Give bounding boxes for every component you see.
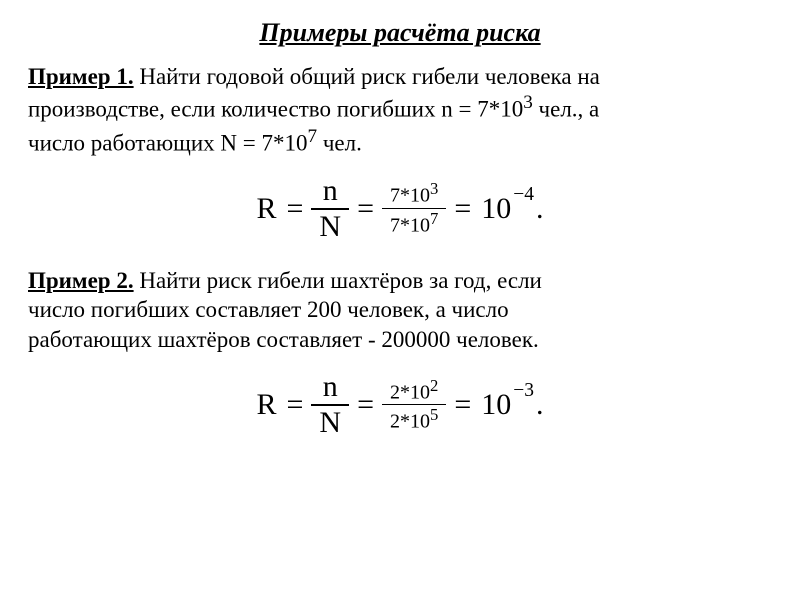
slide: Примеры расчёта риска Пример 1. Найти го… bbox=[0, 0, 800, 482]
example1-text-line1: Найти годовой общий риск гибели человека… bbox=[134, 64, 600, 89]
eq2-result-exp: −3 bbox=[513, 380, 534, 402]
example1-paragraph: Пример 1. Найти годовой общий риск гибел… bbox=[28, 62, 772, 158]
eq1-frac-nN: n N bbox=[311, 174, 349, 244]
eq1-R: R bbox=[256, 192, 278, 226]
eq2-R: R bbox=[256, 388, 278, 422]
example2-text-line3: работающих шахтёров составляет - 200000 … bbox=[28, 327, 539, 352]
example1-exp1: 3 bbox=[523, 92, 533, 113]
eq2-equals-2: = bbox=[349, 388, 382, 422]
eq2-equals-1: = bbox=[279, 388, 312, 422]
example1-text-line2a: производстве, если количество погибших n… bbox=[28, 97, 523, 122]
eq2-frac1-num: n bbox=[315, 370, 346, 404]
equation2-wrap: R = n N = 2*102 2*105 = 10−3 . bbox=[28, 370, 772, 440]
example1-text-line3a: число работающих N = 7*10 bbox=[28, 130, 308, 155]
equation1-wrap: R = n N = 7*103 7*107 = 10−4 . bbox=[28, 174, 772, 244]
eq2-frac2-den: 2*105 bbox=[382, 405, 446, 434]
example1-lead: Пример 1. bbox=[28, 64, 134, 89]
eq2-frac2-num-base: 2*10 bbox=[390, 381, 430, 403]
eq1-equals-1: = bbox=[279, 192, 312, 226]
eq1-frac1-num: n bbox=[315, 174, 346, 208]
eq2-frac2-num-exp: 2 bbox=[430, 376, 438, 395]
eq1-frac2-den-exp: 7 bbox=[430, 209, 438, 228]
eq2-frac2-den-exp: 5 bbox=[430, 405, 438, 424]
eq1-result-base: 10 bbox=[479, 192, 511, 226]
eq1-result: 10−4 bbox=[479, 192, 532, 226]
example1-exp2: 7 bbox=[308, 126, 318, 147]
eq1-frac2-den: 7*107 bbox=[382, 209, 446, 238]
eq1-frac2-den-base: 7*10 bbox=[390, 215, 430, 237]
equation2: R = n N = 2*102 2*105 = 10−3 . bbox=[256, 370, 543, 440]
eq2-result: 10−3 bbox=[479, 388, 532, 422]
eq2-equals-3: = bbox=[446, 388, 479, 422]
example1-text-line3b: чел. bbox=[317, 130, 362, 155]
example2-text-line1: Найти риск гибели шахтёров за год, если bbox=[134, 268, 542, 293]
eq1-result-exp: −4 bbox=[513, 184, 534, 206]
eq1-equals-3: = bbox=[446, 192, 479, 226]
eq2-result-base: 10 bbox=[479, 388, 511, 422]
eq2-frac-numeric: 2*102 2*105 bbox=[382, 376, 446, 434]
eq1-frac2-num-exp: 3 bbox=[430, 179, 438, 198]
equation1: R = n N = 7*103 7*107 = 10−4 . bbox=[256, 174, 543, 244]
eq2-frac1-den: N bbox=[311, 406, 349, 440]
eq2-frac2-den-base: 2*10 bbox=[390, 411, 430, 433]
eq1-frac1-den: N bbox=[311, 210, 349, 244]
slide-title: Примеры расчёта риска bbox=[28, 18, 772, 48]
example2-text-line2: число погибших составляет 200 человек, а… bbox=[28, 297, 509, 322]
eq1-equals-2: = bbox=[349, 192, 382, 226]
eq1-frac-numeric: 7*103 7*107 bbox=[382, 179, 446, 237]
example2-lead: Пример 2. bbox=[28, 268, 134, 293]
eq2-frac-nN: n N bbox=[311, 370, 349, 440]
eq2-frac2-num: 2*102 bbox=[382, 376, 446, 405]
example2-paragraph: Пример 2. Найти риск гибели шахтёров за … bbox=[28, 266, 772, 354]
example1-text-line2b: чел., а bbox=[533, 97, 599, 122]
eq1-frac2-num: 7*103 bbox=[382, 179, 446, 208]
eq1-frac2-num-base: 7*10 bbox=[390, 185, 430, 207]
